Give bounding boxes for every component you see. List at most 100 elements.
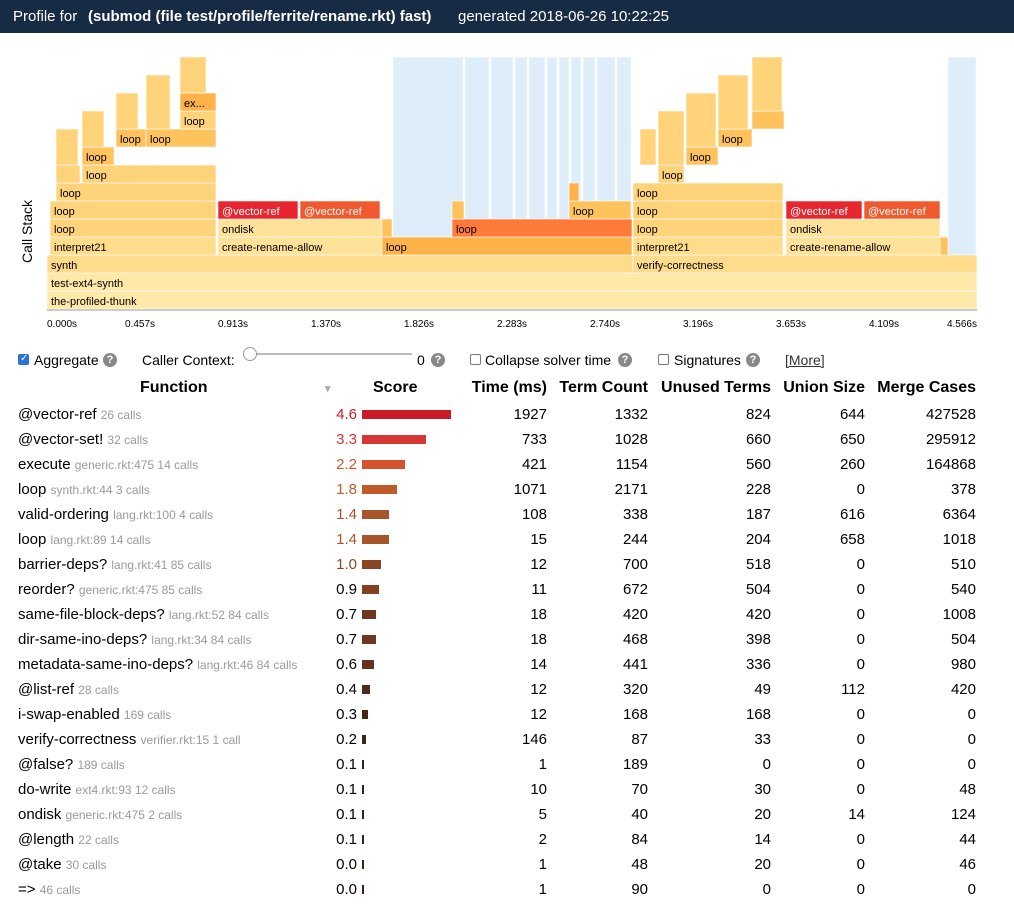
time-tick-label: 3.653s xyxy=(776,319,806,330)
flame-frame[interactable] xyxy=(451,200,465,220)
table-row[interactable]: verify-correctness verifier.rkt:15 1 cal… xyxy=(0,727,1014,752)
table-row[interactable]: @vector-set! 32 calls 3.3 733 1028 660 650 295… xyxy=(0,427,1014,452)
flame-frame[interactable] xyxy=(717,74,749,130)
table-row[interactable]: execute generic.rkt:475 14 calls 2.2 421 11… xyxy=(0,452,1014,477)
frame-loop[interactable]: loop xyxy=(685,146,719,166)
flame-frame[interactable] xyxy=(751,110,785,130)
caller-context-help-icon[interactable]: ? xyxy=(431,353,445,367)
table-row[interactable]: @take 30 calls 0.0 1 48 20 0 46 xyxy=(0,852,1014,877)
table-row[interactable]: do-write ext4.rkt:93 12 calls 0.1 10 70 30 0 4… xyxy=(0,777,1014,802)
frame-ondisk[interactable]: ondisk xyxy=(785,218,941,238)
table-row[interactable]: @vector-ref 26 calls 4.6 1927 1332 824 644 427… xyxy=(0,402,1014,427)
idle-region[interactable] xyxy=(392,56,464,256)
frame-vector-ref[interactable]: @vector-ref xyxy=(217,200,299,220)
flame-frame[interactable] xyxy=(639,128,657,166)
frame-create-rename-allow[interactable]: create-rename-allow xyxy=(785,236,941,256)
table-row[interactable]: => 46 calls 0.0 1 90 0 0 0 xyxy=(0,877,1014,902)
frame-create-rename-allow[interactable]: create-rename-allow xyxy=(217,236,383,256)
frame-interpret21[interactable]: interpret21 xyxy=(632,236,784,256)
flame-frame[interactable] xyxy=(751,56,783,112)
flame-graph[interactable]: Call Stack the-profiled-thunk test-ext4-s… xyxy=(0,33,1014,343)
header-term-count[interactable]: Term Count xyxy=(559,379,648,396)
frame-loop[interactable]: loop xyxy=(568,200,632,220)
flame-frame[interactable] xyxy=(179,56,207,94)
frame-vector-ref[interactable]: @vector-ref xyxy=(299,200,381,220)
frame-loop[interactable]: loop xyxy=(632,182,784,202)
signatures-help-icon[interactable]: ? xyxy=(746,353,760,367)
header-function[interactable]: Function xyxy=(140,379,208,396)
flame-frame[interactable] xyxy=(381,218,393,238)
frame-loop[interactable]: loop xyxy=(632,218,784,238)
caller-context-slider-knob[interactable] xyxy=(243,347,257,361)
flame-frame[interactable] xyxy=(55,128,79,166)
unused-terms-value: 168 xyxy=(745,706,771,723)
function-meta: lang.rkt:46 84 calls xyxy=(197,658,298,672)
frame-loop[interactable]: loop xyxy=(381,236,633,256)
more-link[interactable]: [More] xyxy=(785,352,825,368)
table-row[interactable]: i-swap-enabled 169 calls 0.3 12 168 168 0 0 xyxy=(0,702,1014,727)
header-time[interactable]: Time (ms) xyxy=(471,379,547,396)
function-name-text: @length xyxy=(18,831,75,848)
frame-synth[interactable]: synth xyxy=(46,254,634,274)
frame-profiled-thunk[interactable]: the-profiled-thunk xyxy=(46,290,978,310)
table-row[interactable]: dir-same-ino-deps? lang.rkt:34 84 calls 0… xyxy=(0,627,1014,652)
caller-context-slider-track[interactable] xyxy=(250,353,412,355)
collapse-solver-help-icon[interactable]: ? xyxy=(618,353,632,367)
idle-region[interactable] xyxy=(947,56,977,256)
signatures-checkbox[interactable] xyxy=(658,354,669,365)
table-row[interactable]: @length 22 calls 0.1 2 84 14 0 44 xyxy=(0,827,1014,852)
frame-loop[interactable]: loop xyxy=(81,164,217,184)
header-unused-terms[interactable]: Unused Terms xyxy=(661,379,771,396)
term-count-value: 1154 xyxy=(615,456,648,473)
collapse-solver-checkbox[interactable] xyxy=(470,354,481,365)
frame-loop[interactable]: loop xyxy=(49,218,217,238)
frame-test-ext4-synth[interactable]: test-ext4-synth xyxy=(46,272,978,292)
frame-loop[interactable]: loop xyxy=(451,218,633,238)
flame-frame[interactable] xyxy=(685,92,717,148)
table-row[interactable]: @list-ref 28 calls 0.4 12 320 49 112 420 xyxy=(0,677,1014,702)
frame-loop[interactable]: loop xyxy=(81,146,115,166)
time-tick-label: 3.196s xyxy=(683,319,713,330)
header-merge-cases[interactable]: Merge Cases xyxy=(877,379,976,396)
frame-loop[interactable]: loop xyxy=(145,128,217,148)
frame-loop[interactable]: loop xyxy=(49,200,217,220)
frame-loop[interactable]: loop xyxy=(55,182,217,202)
table-row[interactable]: valid-ordering lang.rkt:100 4 calls 1.4 10… xyxy=(0,502,1014,527)
aggregate-checkbox[interactable] xyxy=(18,353,29,365)
table-row[interactable]: loop synth.rkt:44 3 calls 1.8 1071 2171 228 0… xyxy=(0,477,1014,502)
table-row[interactable]: reorder? generic.rkt:475 85 calls 0.9 11 67… xyxy=(0,577,1014,602)
flame-frame-label: create-rename-allow xyxy=(790,242,890,254)
sort-indicator-icon[interactable]: ▾ xyxy=(325,383,331,395)
flame-frame[interactable] xyxy=(939,236,949,256)
frame-verify-correctness[interactable]: verify-correctness xyxy=(632,254,978,274)
table-row[interactable]: same-file-block-deps? lang.rkt:52 84 cal… xyxy=(0,602,1014,627)
header-union-size[interactable]: Union Size xyxy=(783,379,865,396)
aggregate-help-icon[interactable]: ? xyxy=(103,353,117,367)
table-row[interactable]: metadata-same-ino-deps? lang.rkt:46 84 c… xyxy=(0,652,1014,677)
frame-loop[interactable]: loop xyxy=(632,200,784,220)
frame-loop[interactable]: loop xyxy=(717,128,753,148)
score-bar xyxy=(362,860,364,869)
table-row[interactable]: loop lang.rkt:89 14 calls 1.4 15 244 204 658 1… xyxy=(0,527,1014,552)
flame-frame[interactable] xyxy=(657,110,685,166)
flame-frame[interactable] xyxy=(55,164,81,184)
table-row[interactable]: barrier-deps? lang.rkt:41 85 calls 1.0 12 7… xyxy=(0,552,1014,577)
flame-frame[interactable] xyxy=(81,110,105,148)
flame-frame-rect xyxy=(55,164,81,184)
header-score[interactable]: Score xyxy=(373,379,418,396)
score-value: 0.1 xyxy=(336,756,357,773)
frame-loop[interactable]: loop xyxy=(115,128,147,148)
frame-ex[interactable]: ex... xyxy=(179,92,217,112)
frame-ondisk[interactable]: ondisk xyxy=(217,218,383,238)
table-row[interactable]: ondisk generic.rkt:475 2 calls 0.1 5 40 20 14… xyxy=(0,802,1014,827)
flame-frame[interactable] xyxy=(568,182,580,202)
flame-frame[interactable] xyxy=(145,74,171,130)
frame-loop[interactable]: loop xyxy=(179,110,217,130)
frame-loop[interactable]: loop xyxy=(657,164,685,184)
function-name: same-file-block-deps? lang.rkt:52 84 cal… xyxy=(18,606,269,623)
table-row[interactable]: @false? 189 calls 0.1 1 189 0 0 0 xyxy=(0,752,1014,777)
flame-frame[interactable] xyxy=(115,92,139,130)
frame-vector-ref[interactable]: @vector-ref xyxy=(863,200,941,220)
frame-interpret21[interactable]: interpret21 xyxy=(49,236,217,256)
frame-vector-ref[interactable]: @vector-ref xyxy=(785,200,863,220)
